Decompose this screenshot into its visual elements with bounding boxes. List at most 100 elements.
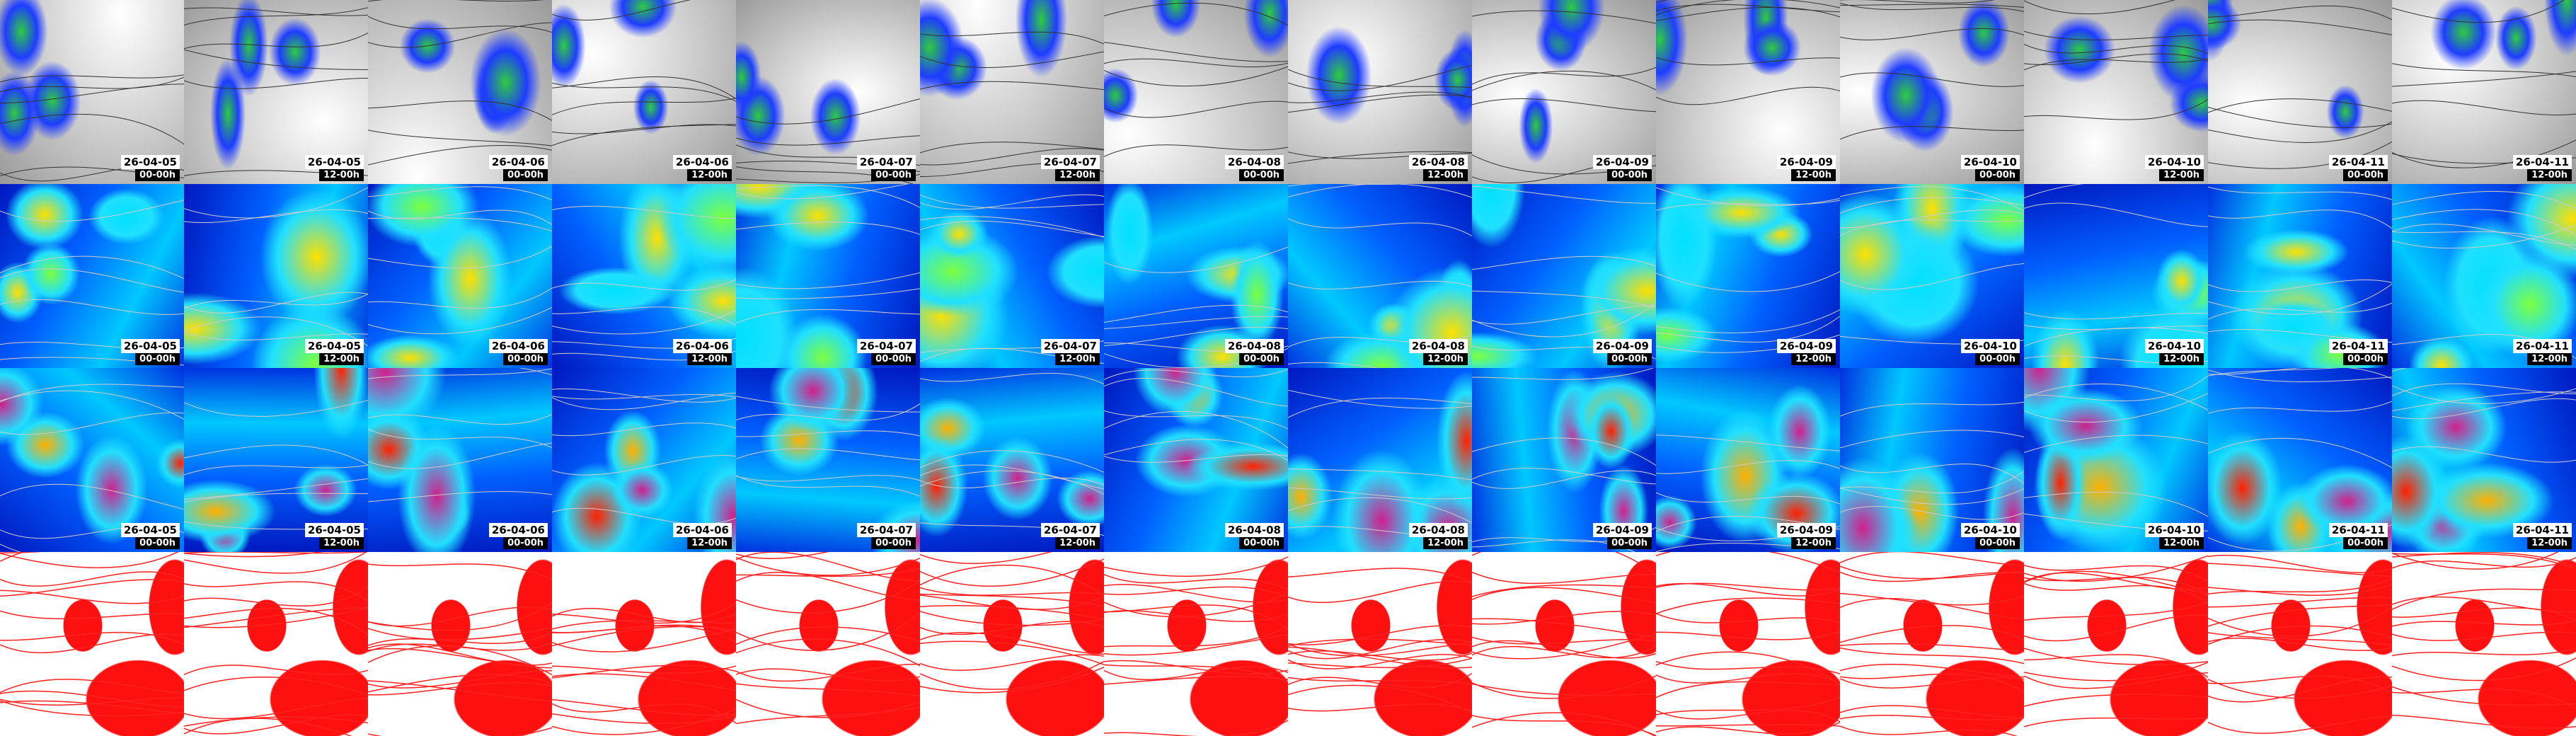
map-tile: 26-04-11 00-00h [2208,184,2392,368]
date-label: 26-04-10 [2144,155,2204,169]
time-label: 12-00h [2527,353,2572,365]
map-tile: 26-04-10 12-00h [2024,368,2208,552]
map-tile: 26-04-06 00-00h [368,184,552,368]
map-tile: 26-04-10 00-00h [1840,368,2024,552]
date-label: 26-04-05 [120,523,180,537]
map-tile [2392,552,2576,736]
map-tile: 26-04-06 00-00h [368,0,552,184]
date-label: 26-04-09 [1776,339,1836,353]
isobars [1104,556,1288,736]
timestamp: 26-04-07 12-00h [1040,523,1100,549]
time-label: 00-00h [503,353,548,365]
date-label: 26-04-06 [488,523,548,537]
isobars [2392,552,2576,729]
time-label: 00-00h [871,169,916,181]
time-label: 12-00h [1791,169,1836,181]
time-label: 12-00h [1423,353,1468,365]
map-tile: 26-04-06 00-00h [368,368,552,552]
time-label: 00-00h [1607,169,1652,181]
date-label: 26-04-11 [2512,339,2572,353]
date-label: 26-04-10 [1960,155,2020,169]
timestamp: 26-04-05 00-00h [120,339,180,365]
timestamp: 26-04-06 12-00h [672,523,732,549]
map-tile [2024,552,2208,736]
map-tile: 26-04-09 12-00h [1656,368,1840,552]
date-label: 26-04-09 [1592,523,1652,537]
coastlines [0,384,184,552]
time-label: 12-00h [2527,537,2572,549]
map-tile: 26-04-11 00-00h [2208,0,2392,184]
isobars [1472,552,1656,736]
coastlines [1104,369,1288,463]
map-tile [184,552,368,736]
isobars [552,602,736,735]
time-label: 00-00h [135,169,180,181]
time-label: 00-00h [871,353,916,365]
coastlines [1288,184,1472,368]
map-tile [1840,552,2024,736]
coastlines [736,184,920,324]
time-label: 12-00h [2527,169,2572,181]
map-tile: 26-04-11 12-00h [2392,368,2576,552]
timestamp: 26-04-05 00-00h [120,523,180,549]
coastlines [1288,389,1472,541]
timestamp: 26-04-08 00-00h [1224,155,1284,181]
time-label: 00-00h [2343,537,2388,549]
coastlines [2392,368,2576,463]
coastlines [1472,368,1656,552]
map-tile: 26-04-09 00-00h [1472,368,1656,552]
coastlines [1472,185,1656,360]
time-label: 12-00h [1423,537,1468,549]
timestamp: 26-04-05 12-00h [304,339,364,365]
map-tile: 26-04-11 12-00h [2392,184,2576,368]
time-label: 12-00h [687,353,732,365]
map-tile: 26-04-07 12-00h [920,184,1104,368]
map-tile: 26-04-11 00-00h [2208,368,2392,552]
timestamp: 26-04-06 12-00h [672,155,732,181]
map-tile [1656,552,1840,736]
timestamp: 26-04-06 00-00h [488,155,548,181]
time-label: 00-00h [1607,537,1652,549]
timestamp: 26-04-05 00-00h [120,155,180,181]
date-label: 26-04-10 [1960,339,2020,353]
time-label: 00-00h [1239,353,1284,365]
coastlines [1104,2,1288,157]
timestamp: 26-04-05 12-00h [304,155,364,181]
date-label: 26-04-07 [1040,523,1100,537]
timestamp: 26-04-11 12-00h [2512,523,2572,549]
map-tile [736,552,920,736]
coastlines [184,187,368,347]
date-label: 26-04-10 [2144,339,2204,353]
coastlines [1840,401,2024,520]
time-label: 12-00h [2159,537,2204,549]
coastlines [1840,0,2024,140]
date-label: 26-04-05 [304,155,364,169]
map-tile: 26-04-07 00-00h [736,0,920,184]
date-label: 26-04-08 [1224,523,1284,537]
time-label: 00-00h [1607,353,1652,365]
map-tile: 26-04-10 12-00h [2024,184,2208,368]
coastlines [736,396,920,497]
time-label: 12-00h [319,353,364,365]
date-label: 26-04-06 [488,339,548,353]
timestamp: 26-04-10 00-00h [1960,523,2020,549]
time-label: 12-00h [1055,353,1100,365]
map-tile: 26-04-05 00-00h [0,0,184,184]
date-label: 26-04-06 [672,339,732,353]
time-label: 00-00h [1975,169,2020,181]
date-label: 26-04-08 [1408,523,1468,537]
date-label: 26-04-08 [1224,155,1284,169]
date-label: 26-04-08 [1408,155,1468,169]
map-tile: 26-04-09 12-00h [1656,0,1840,184]
isobars [368,563,552,736]
timestamp: 26-04-08 12-00h [1408,155,1468,181]
time-label: 12-00h [687,537,732,549]
coastlines [368,186,552,335]
coastlines [1288,64,1472,164]
coastlines [1656,0,1840,105]
date-label: 26-04-08 [1224,339,1284,353]
date-label: 26-04-11 [2328,523,2388,537]
time-label: 12-00h [1055,537,1100,549]
map-tile: 26-04-07 00-00h [736,184,920,368]
